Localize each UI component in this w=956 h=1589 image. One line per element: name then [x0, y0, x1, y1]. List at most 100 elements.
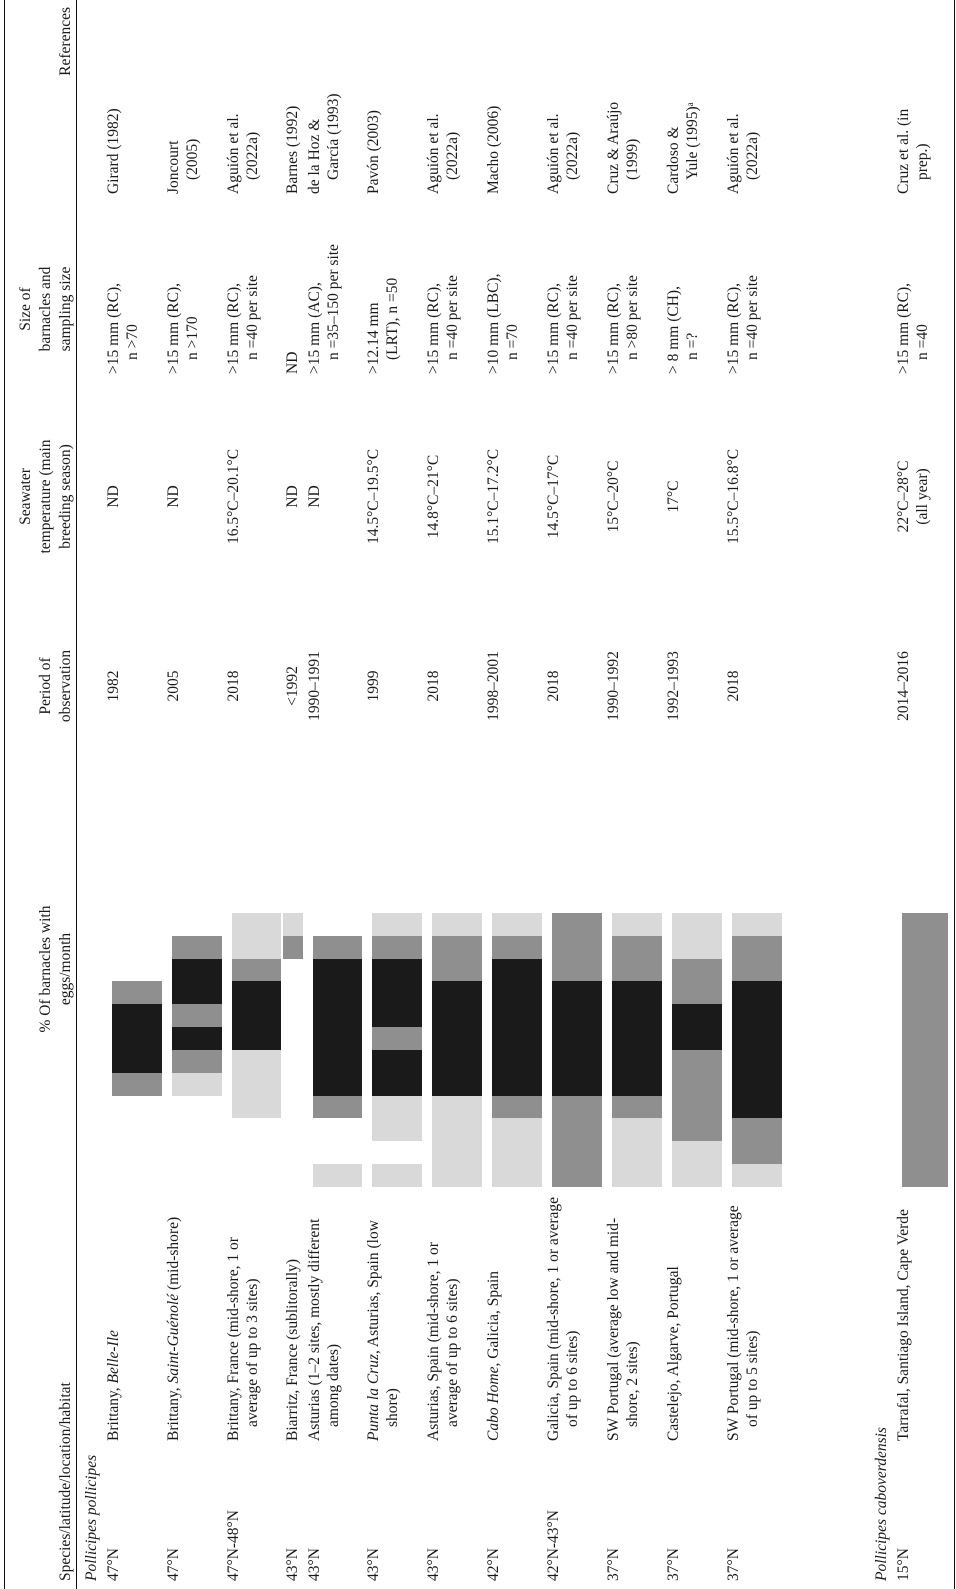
heatmap-month-cell — [672, 1026, 722, 1050]
heatmap-month-cell — [902, 935, 948, 959]
reference-author: Macho (2006) — [485, 105, 502, 194]
reference-cell: Cruz et al. (in prep.) — [894, 6, 932, 194]
location-cell: SW Portugal (mid-shore, 1 or average of … — [724, 1192, 762, 1441]
temperature-cell: 17°C — [664, 424, 683, 569]
heatmap-month-cell — [232, 1095, 281, 1119]
temperature-cell: ND — [104, 424, 123, 569]
latitude-cell: 43°N — [284, 1548, 301, 1581]
header-period: Period of observation — [36, 621, 76, 751]
heatmap-month-cell — [313, 1026, 362, 1050]
location-place-name: Cabo Home — [485, 1366, 502, 1441]
sample-size: n =35–150 per site — [325, 244, 342, 360]
temperature-cell: 16.5°C–20.1°C — [224, 424, 243, 569]
latitude-cell: 47°N — [165, 1548, 182, 1581]
location-cell: Tarrafal, Santiago Island, Cape Verde — [894, 1192, 913, 1441]
heatmap-month-cell — [432, 981, 482, 1005]
location-text: Brittany, France (mid-shore, 1 or averag… — [225, 1237, 261, 1441]
heatmap-month-cell — [372, 1118, 422, 1142]
heatmap-month-cell — [432, 1049, 482, 1073]
reference-cell: Joncourt (2005) — [164, 6, 202, 194]
header-temp-line2: temperature (main — [37, 439, 54, 554]
heatmap-month-cell — [612, 1095, 662, 1119]
table-row: 47°N Brittany, Saint-Guénolé (mid-shore) 2… — [164, 0, 224, 1589]
sample-size: n =40 per site — [444, 275, 461, 360]
temperature-note: (all year) — [914, 468, 931, 525]
heatmap-month-cell — [283, 1095, 303, 1119]
size-threshold: >15 mm (RC), — [425, 283, 442, 374]
size-threshold: >10 mm (LBC), — [485, 273, 502, 374]
heatmap-month-cell — [232, 1072, 281, 1096]
latitude-cell: 42°N — [485, 1548, 502, 1581]
header-rule — [76, 0, 77, 1589]
heatmap-month-cell — [902, 1003, 948, 1028]
heatmap-month-cell — [552, 1118, 602, 1142]
period-cell: 2005 — [165, 670, 182, 702]
heatmap-month-cell — [313, 1140, 362, 1165]
heatmap-month-cell — [672, 912, 722, 936]
location-text: Galicia, Spain (mid-shore, 1 or average … — [545, 1196, 581, 1441]
location-text: Biarritz, France (sublitorally) — [284, 1258, 301, 1441]
period-cell: 2018 — [425, 670, 442, 702]
size-cell: >15 mm (RC), n >170 — [164, 214, 202, 374]
location-cell: Castelejo, Algarve, Portugal — [664, 1192, 683, 1441]
heatmap-month-cell — [232, 935, 281, 959]
heatmap-month-cell — [232, 958, 281, 982]
header-temp-line1: Seawater — [17, 468, 34, 525]
heatmap-month-cell — [313, 912, 362, 936]
location-text: Asturias (1–2 sites, mostly different am… — [306, 1218, 342, 1441]
temperature-cell: 14.5°C–17°C — [544, 424, 563, 569]
heatmap-month-cell — [283, 1163, 303, 1187]
heatmap-month-cell — [732, 1163, 782, 1187]
reference-year: (2022a) — [444, 131, 461, 180]
heatmap-month-cell — [672, 1118, 722, 1142]
header-temp: Seawater temperature (main breeding seas… — [16, 424, 76, 569]
heatmap-month-cell — [552, 935, 602, 959]
location-detail: (mid-shore) — [165, 1216, 182, 1294]
reference-cell: Aguión et al. (2022a) — [224, 6, 262, 195]
heatmap-month-cell — [672, 1072, 722, 1096]
heatmap-month-cell — [672, 935, 722, 959]
heatmap-month-cell — [492, 1049, 542, 1073]
table-row: 43°N Asturias (1–2 sites, mostly differen… — [305, 0, 364, 1589]
period-cell: <1992 — [284, 666, 301, 706]
heatmap-month-cell — [612, 1072, 662, 1096]
location-cell: SW Portugal (average low and mid-shore, … — [604, 1192, 642, 1441]
heatmap-month-cell — [372, 1072, 422, 1096]
temperature-cell: 15°C–20°C — [604, 424, 623, 569]
heatmap-month-cell — [313, 1049, 362, 1073]
size-cell: >10 mm (LBC), n =70 — [484, 214, 522, 374]
heatmap-month-cell — [552, 981, 602, 1005]
heatmap-month-cell — [432, 1072, 482, 1096]
heatmap-month-cell — [492, 1118, 542, 1142]
heatmap-month-cell — [372, 981, 422, 1005]
size-threshold: >15 mm (RC), — [895, 283, 912, 374]
heatmap-month-cell — [112, 958, 162, 982]
location-cell: Brittany, Saint-Guénolé (mid-shore) — [164, 1192, 183, 1441]
heatmap-month-cell — [313, 1118, 362, 1142]
header-references: References — [36, 7, 76, 149]
temperature-range: 14.8°C–21°C — [425, 454, 442, 539]
location-cell: Asturias (1–2 sites, mostly different am… — [305, 1192, 343, 1441]
period-cell: 1990–1992 — [605, 651, 622, 721]
temperature-range: 14.5°C–19.5°C — [365, 448, 382, 545]
location-place-name: Punta la Cruz — [365, 1354, 382, 1441]
heatmap-month-cell — [732, 1140, 782, 1165]
heatmap-month-cell — [732, 981, 782, 1005]
size-threshold: >15 mm (RC), — [545, 283, 562, 374]
heatmap-month-cell — [432, 958, 482, 982]
size-threshold: >15 mm (RC), — [225, 283, 242, 374]
heatmap-month-cell — [232, 1163, 281, 1187]
heatmap-month-cell — [902, 958, 948, 982]
heatmap-month-cell — [612, 935, 662, 959]
heatmap-month-cell — [112, 1095, 162, 1119]
heatmap-month-cell — [552, 1072, 602, 1096]
header-species: Species/latitude/location/habitat — [57, 1382, 74, 1581]
egg-heatmap — [552, 912, 602, 1187]
reference-year: (1999) — [624, 138, 641, 180]
heatmap-month-cell — [172, 1140, 222, 1165]
location-text: SW Portugal (mid-shore, 1 or average of … — [725, 1205, 761, 1441]
location-cell: Asturias, Spain (mid-shore, 1 or average… — [424, 1192, 462, 1441]
period-cell: 1998–2001 — [485, 651, 502, 721]
reference-author: Cruz & Araújo — [605, 101, 622, 194]
